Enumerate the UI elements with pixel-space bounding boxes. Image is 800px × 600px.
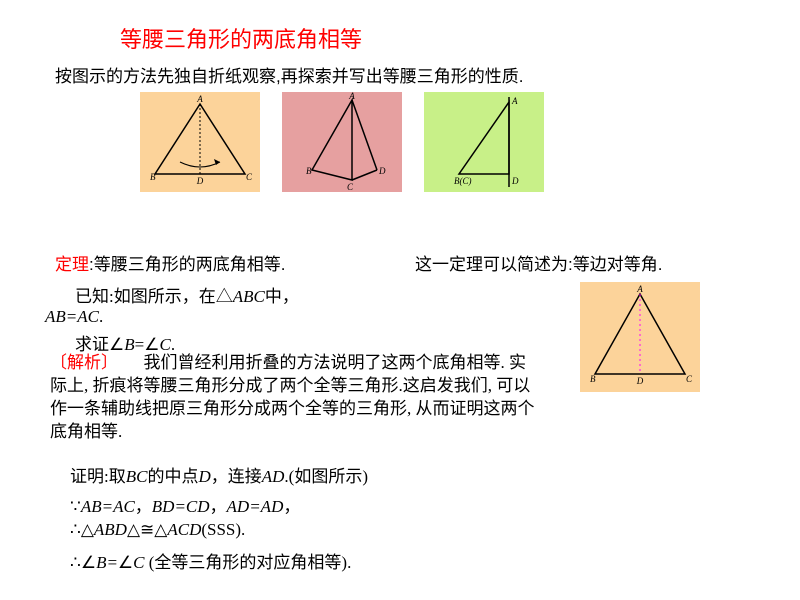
page-title: 等腰三角形的两底角相等 [120,22,362,54]
fold-figures: A B C D A B C D A B(C) D [140,92,544,192]
reference-figure: A B C D [580,282,700,392]
analysis-label: 〔解析〕 [50,353,110,372]
s1g: ， [283,497,300,516]
proof-step-2: ∴△ABD△≅△ACD(SSS). [70,520,245,540]
analysis-block: 〔解析〕 我们曾经利用折叠的方法说明了这两个底角相等. 实际上, 折痕将等腰三角… [50,352,540,444]
proof-step-1: ∵AB=AC，BD=CD，AD=AD， [70,492,300,517]
known-suffix: 中， [265,287,299,306]
p-b: BC [126,467,148,486]
svg-text:C: C [686,374,693,384]
figure-2: A B C D [282,92,402,192]
svg-text:C: C [246,172,253,182]
p-d: D [198,467,210,486]
analysis-text: 我们曾经利用折叠的方法说明了这两个底角相等. 实际上, 折痕将等腰三角形分成了两… [50,353,535,441]
s2e: (SSS). [201,520,245,539]
p-f: AD [262,467,285,486]
theorem-line: 定理:等腰三角形的两底角相等. 这一定理可以简述为:等边对等角. [55,250,755,275]
svg-text:D: D [196,176,204,186]
svg-text:B: B [306,166,312,176]
theorem-label: 定理 [55,255,89,274]
s1c: ， [135,497,152,516]
known-block: 已知:如图所示，在△ABC中， AB=AC. [75,282,299,327]
s3b: B= [96,553,118,572]
svg-text:B(C): B(C) [454,176,472,186]
svg-text:A: A [636,284,643,294]
s3e: (全等三角形的对应角相等). [149,553,352,572]
s2c: △≅△ [127,520,167,539]
known-abc: ABC [233,287,265,306]
s2b: ABD [94,520,127,539]
s1a: ∵ [70,497,81,516]
proof-step-3: ∴∠B=∠C (全等三角形的对应角相等). [70,548,351,573]
s1e: ， [210,497,227,516]
intro-text: 按图示的方法先独自折纸观察,再探索并写出等腰三角形的性质. [55,62,523,87]
p-c: 的中点 [147,467,198,486]
svg-text:C: C [347,182,354,192]
svg-text:D: D [636,376,644,386]
known-dot: . [99,307,103,326]
s1f: AD=AD [227,497,284,516]
s3a: ∴∠ [70,553,96,572]
p-a: 证明:取 [70,467,126,486]
svg-text:B: B [590,374,596,384]
proof-head: 证明:取BC的中点D，连接AD.(如图所示) [70,462,368,487]
theorem-text: :等腰三角形的两底角相等. [89,255,285,274]
p-g: .(如图所示) [284,467,368,486]
p-e: ，连接 [211,467,262,486]
svg-text:B: B [150,172,156,182]
svg-text:D: D [378,166,386,176]
theorem-short: 这一定理可以简述为:等边对等角. [415,250,662,275]
known-text: 已知:如图所示，在△ [75,287,233,306]
svg-text:A: A [511,96,518,106]
s2d: ACD [167,520,201,539]
figure-3: A B(C) D [424,92,544,192]
s1b: AB=AC [81,497,135,516]
svg-text:A: A [196,94,203,104]
s3d: C [133,553,149,572]
known-eq: AB=AC [45,307,99,326]
s2a: ∴△ [70,520,94,539]
s1d: BD=CD [152,497,210,516]
svg-text:D: D [511,176,519,186]
figure-1: A B C D [140,92,260,192]
svg-text:A: A [348,92,355,101]
s3c: ∠ [118,553,133,572]
